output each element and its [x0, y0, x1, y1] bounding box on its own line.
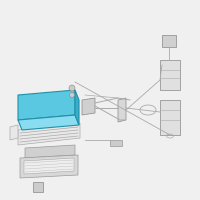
Bar	[110, 140, 122, 146]
Bar	[160, 100, 180, 135]
Polygon shape	[75, 90, 79, 125]
Polygon shape	[25, 145, 75, 158]
Polygon shape	[82, 98, 95, 115]
Polygon shape	[18, 123, 80, 145]
Circle shape	[69, 85, 75, 91]
Bar	[33, 182, 43, 192]
Polygon shape	[10, 125, 18, 140]
Polygon shape	[18, 90, 75, 120]
Polygon shape	[18, 115, 79, 130]
Polygon shape	[118, 98, 126, 122]
Bar	[162, 35, 176, 47]
Polygon shape	[20, 155, 78, 178]
Polygon shape	[24, 158, 74, 174]
Circle shape	[70, 92, 74, 98]
Bar	[160, 60, 180, 90]
